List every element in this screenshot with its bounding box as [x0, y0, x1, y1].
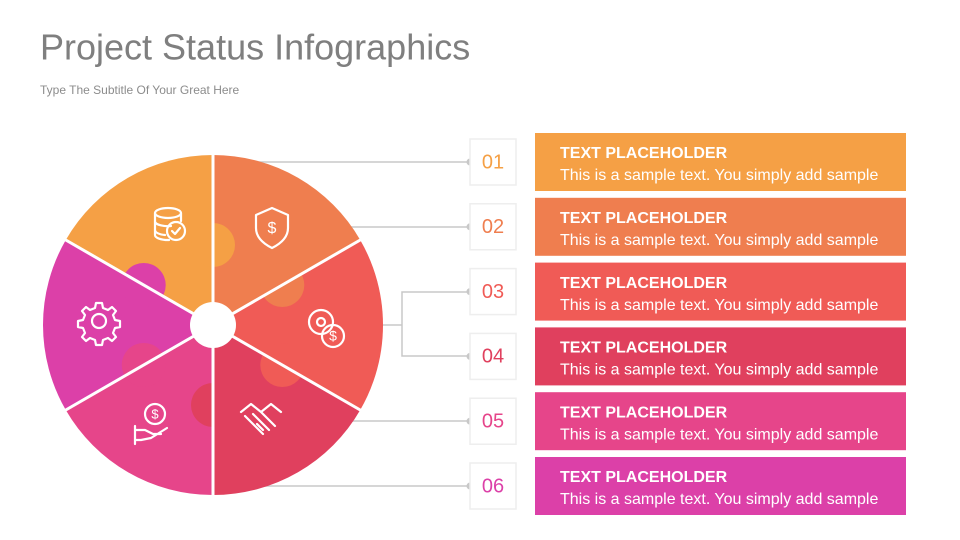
puzzle-piece	[213, 155, 361, 325]
svg-text:$: $	[268, 220, 277, 237]
piece-divider	[63, 237, 214, 327]
item-text: This is a sample text. You simply add sa…	[560, 232, 878, 249]
item-text: This is a sample text. You simply add sa…	[560, 491, 878, 508]
puzzle-piece	[65, 155, 213, 325]
item-number: 03	[482, 281, 504, 303]
number-box	[469, 397, 517, 445]
item-number: 02	[482, 216, 504, 238]
puzzle-piece	[65, 325, 213, 495]
item-bar	[535, 457, 906, 515]
item-number: 04	[482, 346, 504, 368]
icons: $ $ $	[76, 206, 346, 446]
piece-divider	[63, 323, 214, 413]
number-box	[469, 203, 517, 251]
item-bar	[535, 327, 906, 386]
item-text: This is a sample text. You simply add sa…	[560, 362, 878, 379]
item-title: TEXT PLACEHOLDER	[560, 340, 728, 357]
puzzle-circle	[42, 153, 383, 497]
item-bar	[535, 392, 906, 451]
item-bar	[535, 133, 906, 191]
puzzle-piece	[42, 240, 213, 410]
item-number: 05	[482, 410, 504, 432]
slide-subtitle: Type The Subtitle Of Your Great Here	[40, 83, 240, 97]
item-bar	[535, 262, 906, 321]
slide-title: Project Status Infographics	[40, 27, 470, 68]
items: 01 TEXT PLACEHOLDER This is a sample text.…	[466, 133, 906, 515]
item-title: TEXT PLACEHOLDER	[560, 210, 728, 227]
item-text: This is a sample text. You simply add sa…	[560, 167, 878, 184]
item-title: TEXT PLACEHOLDER	[560, 275, 728, 292]
item-title: TEXT PLACEHOLDER	[560, 404, 728, 421]
number-box	[469, 138, 517, 186]
item-text: This is a sample text. You simply add sa…	[560, 297, 878, 314]
number-box	[469, 267, 517, 316]
svg-text:$: $	[329, 328, 337, 344]
piece-divider	[212, 323, 363, 413]
item-title: TEXT PLACEHOLDER	[560, 469, 728, 486]
number-box	[469, 332, 517, 381]
svg-text:$: $	[151, 406, 159, 421]
center-hole	[190, 302, 236, 348]
item-number: 01	[482, 151, 504, 173]
piece-divider	[212, 237, 363, 327]
item-title: TEXT PLACEHOLDER	[560, 145, 728, 162]
number-box	[469, 462, 517, 510]
item-number: 06	[482, 475, 504, 497]
item-text: This is a sample text. You simply add sa…	[560, 426, 878, 443]
item-bar	[535, 197, 906, 256]
puzzle-piece	[213, 325, 361, 495]
puzzle-piece	[213, 240, 383, 410]
